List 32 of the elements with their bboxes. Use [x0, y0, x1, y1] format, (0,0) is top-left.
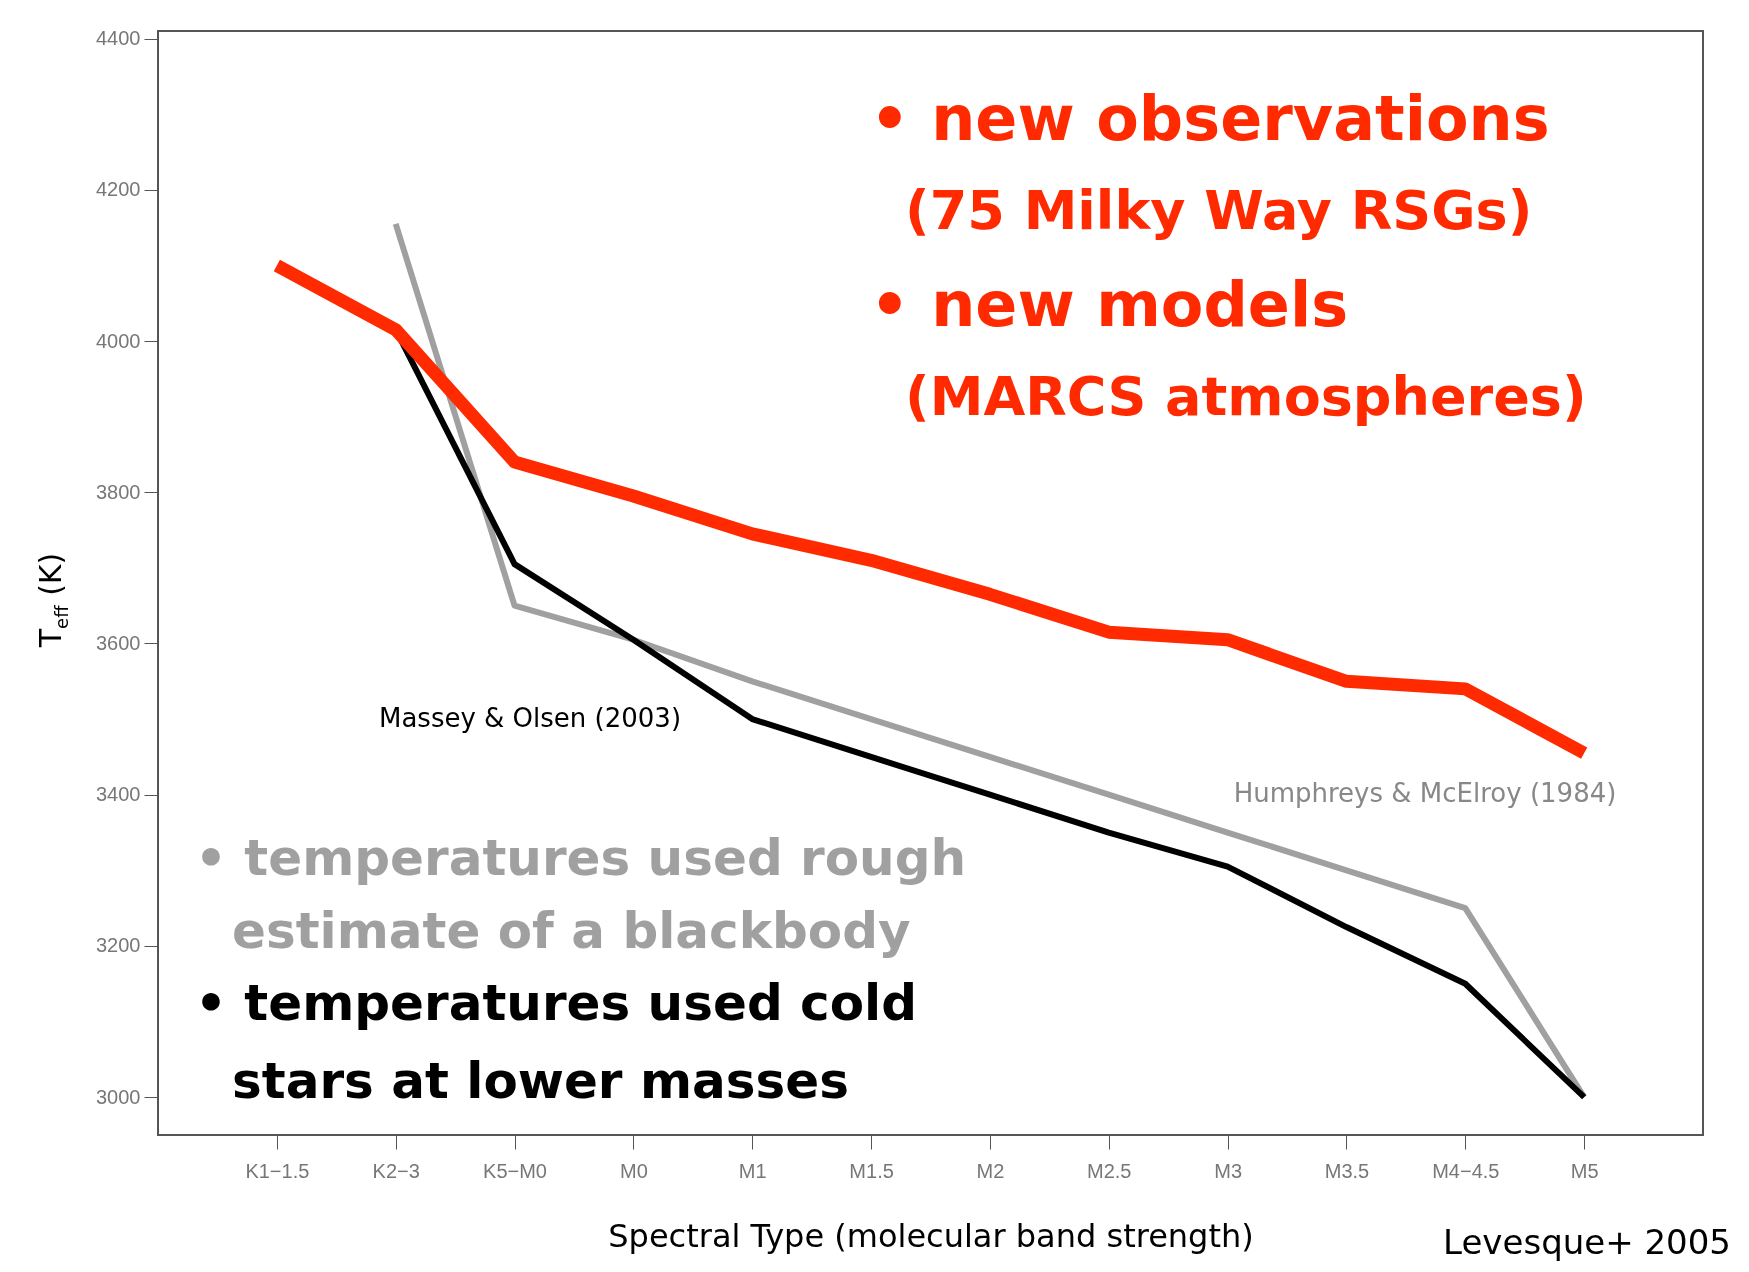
x-axis-title: Spectral Type (molecular band strength)	[608, 1216, 1254, 1255]
x-tick-label: M1	[738, 1159, 767, 1182]
annotation: (MARCS atmospheres)	[905, 365, 1587, 428]
x-tick-label: K1−1.5	[245, 1159, 310, 1182]
series-label: Massey & Olsen (2003)	[378, 703, 682, 733]
x-tick-label: M4−4.5	[1432, 1159, 1500, 1182]
x-tick-label: M3	[1214, 1159, 1243, 1182]
x-tick-label: K2−3	[372, 1159, 420, 1182]
annotation: • temperatures used rough	[195, 829, 967, 887]
annotation: estimate of a blackbody	[232, 902, 911, 960]
x-tick-label: M2	[976, 1159, 1005, 1182]
y-tick-label: 3000	[96, 1085, 141, 1108]
annotation: stars at lower masses	[232, 1052, 849, 1110]
x-tick-label: M2.5	[1087, 1159, 1132, 1182]
x-tick-label: M3.5	[1324, 1159, 1370, 1182]
y-tick-label: 3600	[96, 631, 141, 654]
annotation: • temperatures used cold	[195, 974, 917, 1032]
x-tick-label: M0	[619, 1159, 648, 1182]
x-tick-label: M1.5	[849, 1159, 894, 1182]
y-tick-label: 4400	[96, 27, 141, 50]
annotation: (75 Milky Way RSGs)	[905, 179, 1533, 242]
x-tick-label: M5	[1570, 1159, 1599, 1182]
text: Levesque+ 2005	[1443, 1222, 1731, 1262]
y-tick-label: 3400	[96, 783, 141, 806]
x-tick-label: K5−M0	[483, 1159, 548, 1182]
series-label: Humphreys & McElroy (1984)	[1233, 778, 1617, 808]
y-tick-label: 3800	[96, 480, 141, 503]
y-tick-label: 4200	[96, 178, 141, 201]
y-tick-label: 4000	[96, 329, 141, 352]
annotation: • new models	[870, 268, 1349, 341]
y-tick-label: 3200	[96, 934, 141, 957]
annotation: • new observations	[870, 82, 1550, 155]
